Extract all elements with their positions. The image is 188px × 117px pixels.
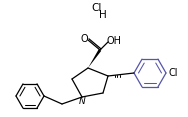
Text: Cl: Cl: [168, 68, 178, 78]
Text: O: O: [80, 34, 88, 44]
Text: N: N: [79, 97, 85, 106]
Text: Cl: Cl: [92, 3, 102, 13]
Text: OH: OH: [106, 36, 121, 46]
Polygon shape: [88, 49, 101, 68]
Text: H: H: [99, 10, 107, 20]
